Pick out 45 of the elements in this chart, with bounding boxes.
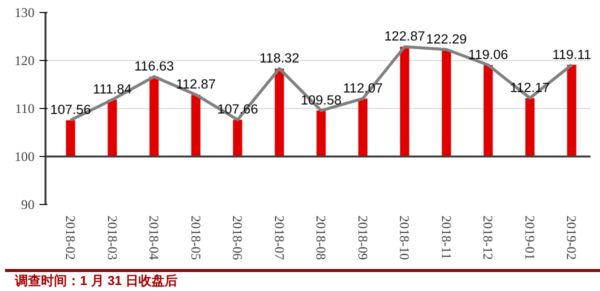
x-tick-label: 2018-06	[230, 216, 246, 260]
x-tick-label: 2018-10	[397, 216, 412, 260]
bar	[525, 98, 535, 156]
x-tick-label: 2018-08	[314, 216, 329, 260]
bar	[316, 110, 326, 156]
y-tick-label: 110	[15, 101, 35, 116]
bar	[400, 46, 410, 156]
data-label: 112.87	[176, 76, 216, 92]
data-label: 118.32	[259, 50, 300, 66]
bar	[108, 100, 117, 156]
text: 调查时间：1 月 31 日收盘后	[15, 272, 178, 290]
y-tick-label: 100	[14, 149, 35, 164]
data-label: 107.66	[217, 102, 258, 117]
data-label: 112.17	[510, 80, 550, 96]
data-label: 116.63	[134, 58, 174, 74]
y-tick-label: 90	[21, 197, 35, 212]
y-tick-label: 120	[14, 53, 35, 68]
data-label: 122.29	[426, 32, 467, 47]
data-label: 122.87	[384, 28, 426, 44]
data-label: 112.07	[343, 80, 383, 96]
bar	[358, 98, 368, 156]
x-tick-label: 2018-04	[146, 216, 162, 260]
data-label: 107.56	[50, 102, 91, 118]
bar	[66, 120, 76, 156]
x-tick-label: 2018-12	[480, 216, 496, 260]
y-tick-label: 130	[14, 5, 35, 20]
x-tick-label: 2018-11	[438, 216, 454, 260]
bar	[274, 68, 284, 156]
bar	[149, 76, 159, 156]
x-tick-label: 2018-05	[188, 216, 204, 260]
x-tick-label: 2018-07	[272, 216, 287, 260]
bar	[191, 94, 200, 156]
x-tick-label: 2019-01	[522, 216, 538, 260]
bar	[567, 64, 576, 156]
bar	[233, 120, 242, 156]
x-tick-label: 2019-02	[564, 216, 580, 260]
x-tick-label: 2018-02	[63, 216, 78, 260]
data-label: 111.84	[92, 82, 132, 97]
data-label: 119.06	[468, 47, 508, 62]
x-tick-label: 2018-09	[355, 216, 370, 260]
data-label: 119.11	[552, 46, 592, 62]
bar	[484, 65, 493, 156]
data-label: 109.58	[300, 92, 342, 108]
x-tick-label: 2018-03	[104, 216, 120, 260]
bar	[442, 50, 452, 156]
